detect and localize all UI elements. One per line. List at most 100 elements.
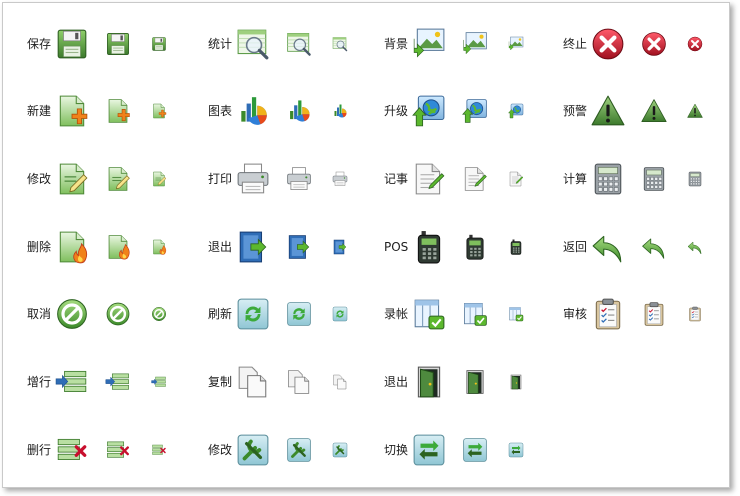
delete-row-icon[interactable] <box>105 437 131 463</box>
delete-document-icon[interactable] <box>105 234 131 260</box>
edit-document-icon[interactable] <box>105 166 131 192</box>
cancel-icon[interactable] <box>105 301 131 327</box>
tools-icon[interactable] <box>286 437 312 463</box>
printer-icon[interactable] <box>332 171 348 187</box>
exit-icon[interactable] <box>286 234 312 260</box>
icon-row: 图表 <box>208 91 388 131</box>
icon-label: 增行 <box>27 375 52 389</box>
stop-icon[interactable] <box>641 31 667 57</box>
save-icon[interactable] <box>55 27 89 61</box>
new-document-icon[interactable] <box>151 103 167 119</box>
add-row-icon[interactable] <box>151 374 167 390</box>
calculator-icon[interactable] <box>591 162 625 196</box>
save-icon[interactable] <box>151 36 167 52</box>
upgrade-icon[interactable] <box>508 103 524 119</box>
upgrade-icon[interactable] <box>462 98 488 124</box>
statistics-icon[interactable] <box>332 36 348 52</box>
tools-icon[interactable] <box>236 433 270 467</box>
icon-label: 新建 <box>27 104 52 118</box>
delete-document-icon[interactable] <box>151 239 167 255</box>
icon-row: 审核 <box>563 294 740 334</box>
printer-icon[interactable] <box>286 166 312 192</box>
pos-terminal-icon[interactable] <box>412 230 446 264</box>
icon-label: 保存 <box>27 37 52 51</box>
tools-icon[interactable] <box>332 442 348 458</box>
delete-document-icon[interactable] <box>55 230 89 264</box>
switch-icon[interactable] <box>508 442 524 458</box>
refresh-icon[interactable] <box>286 301 312 327</box>
edit-document-icon[interactable] <box>55 162 89 196</box>
icon-row: 退出 <box>384 362 564 402</box>
warning-icon[interactable] <box>591 94 625 128</box>
pos-terminal-icon[interactable] <box>508 239 524 255</box>
icon-label: 退出 <box>384 375 409 389</box>
statistics-icon[interactable] <box>236 27 270 61</box>
exit-icon[interactable] <box>332 239 348 255</box>
audit-clipboard-icon[interactable] <box>591 297 625 331</box>
switch-icon[interactable] <box>462 437 488 463</box>
printer-icon[interactable] <box>236 162 270 196</box>
back-arrow-icon[interactable] <box>687 239 703 255</box>
background-image-icon[interactable] <box>462 31 488 57</box>
add-row-icon[interactable] <box>105 369 131 395</box>
delete-row-icon[interactable] <box>151 442 167 458</box>
calculator-icon[interactable] <box>687 171 703 187</box>
record-account-icon[interactable] <box>462 301 488 327</box>
save-icon[interactable] <box>105 31 131 57</box>
audit-clipboard-icon[interactable] <box>687 306 703 322</box>
chart-icon[interactable] <box>236 94 270 128</box>
warning-icon[interactable] <box>641 98 667 124</box>
new-document-icon[interactable] <box>105 98 131 124</box>
edit-document-icon[interactable] <box>151 171 167 187</box>
chart-icon[interactable] <box>286 98 312 124</box>
new-document-icon[interactable] <box>55 94 89 128</box>
notes-icon[interactable] <box>412 162 446 196</box>
icon-label: 升级 <box>384 104 409 118</box>
copy-icon[interactable] <box>332 374 348 390</box>
icon-row: 新建 <box>27 91 207 131</box>
door-exit-icon[interactable] <box>412 365 446 399</box>
door-exit-icon[interactable] <box>508 374 524 390</box>
back-arrow-icon[interactable] <box>591 230 625 264</box>
cancel-icon[interactable] <box>151 306 167 322</box>
refresh-icon[interactable] <box>236 297 270 331</box>
icon-row: 退出 <box>208 227 388 267</box>
background-image-icon[interactable] <box>508 36 524 52</box>
copy-icon[interactable] <box>286 369 312 395</box>
pos-terminal-icon[interactable] <box>462 234 488 260</box>
upgrade-icon[interactable] <box>412 94 446 128</box>
notes-icon[interactable] <box>508 171 524 187</box>
warning-icon[interactable] <box>687 103 703 119</box>
door-exit-icon[interactable] <box>462 369 488 395</box>
icon-column: 终止 预警 计算 返回 审核 <box>563 3 740 487</box>
record-account-icon[interactable] <box>412 297 446 331</box>
icon-label: 切换 <box>384 443 409 457</box>
refresh-icon[interactable] <box>332 306 348 322</box>
exit-icon[interactable] <box>236 230 270 264</box>
switch-icon[interactable] <box>412 433 446 467</box>
cancel-icon[interactable] <box>55 297 89 331</box>
icon-label: 审核 <box>563 307 588 321</box>
icon-row: 终止 <box>563 24 740 64</box>
icon-row: 取消 <box>27 294 207 334</box>
icon-row: 删行 <box>27 430 207 470</box>
chart-icon[interactable] <box>332 103 348 119</box>
icon-label: 录帐 <box>384 307 409 321</box>
record-account-icon[interactable] <box>508 306 524 322</box>
add-row-icon[interactable] <box>55 365 89 399</box>
icon-column: 统计 图表 打印 退出 刷新 复制 修改 <box>208 3 388 487</box>
stop-icon[interactable] <box>591 27 625 61</box>
statistics-icon[interactable] <box>286 31 312 57</box>
icon-label: 取消 <box>27 307 52 321</box>
icon-label: 计算 <box>563 172 588 186</box>
calculator-icon[interactable] <box>641 166 667 192</box>
audit-clipboard-icon[interactable] <box>641 301 667 327</box>
icon-row: 录帐 <box>384 294 564 334</box>
stop-icon[interactable] <box>687 36 703 52</box>
notes-icon[interactable] <box>462 166 488 192</box>
back-arrow-icon[interactable] <box>641 234 667 260</box>
background-image-icon[interactable] <box>412 27 446 61</box>
delete-row-icon[interactable] <box>55 433 89 467</box>
icon-label: 预警 <box>563 104 588 118</box>
copy-icon[interactable] <box>236 365 270 399</box>
